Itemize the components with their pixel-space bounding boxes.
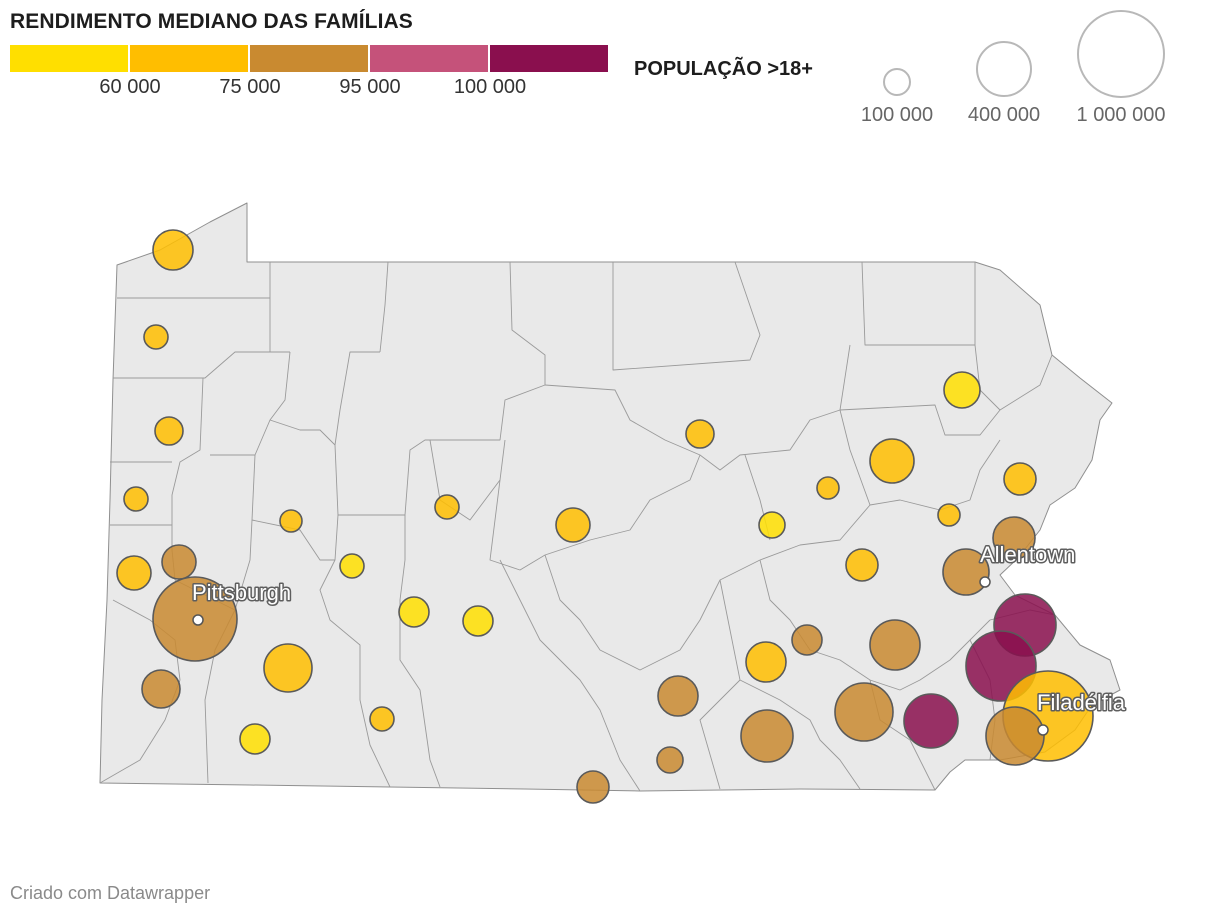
county-bubble xyxy=(116,555,152,591)
county-border xyxy=(110,351,841,581)
county-bubble xyxy=(339,553,365,579)
city-marker xyxy=(1037,724,1049,736)
color-bin-3 xyxy=(250,45,370,72)
county-bubble xyxy=(845,548,879,582)
county-bubble xyxy=(656,746,684,774)
county-bubble xyxy=(758,511,786,539)
city-label: Pittsburgh xyxy=(192,580,291,605)
county-bubble xyxy=(869,619,921,671)
state-outline xyxy=(99,202,1121,792)
size-legend-label: 100 000 xyxy=(860,104,934,126)
county-bubble xyxy=(834,682,894,742)
county-bubble xyxy=(937,503,961,527)
county-border xyxy=(113,261,1053,525)
county-bubble xyxy=(141,669,181,709)
county-bubble xyxy=(123,486,149,512)
color-legend-tick: 95 000 xyxy=(339,76,401,98)
county-border xyxy=(489,439,761,792)
county-bubble xyxy=(942,548,990,596)
city-marker xyxy=(192,614,204,626)
county-bubble xyxy=(152,229,194,271)
size-legend-circle-small xyxy=(883,68,911,96)
county-bubble xyxy=(745,641,787,683)
county-bubble xyxy=(816,476,840,500)
color-legend-bar xyxy=(10,45,608,72)
county-bubble xyxy=(462,605,494,637)
county-bubble xyxy=(903,693,959,749)
county-border xyxy=(699,579,1056,791)
county-bubble xyxy=(1003,462,1037,496)
county-bubble xyxy=(576,770,610,804)
county-bubble xyxy=(992,516,1036,560)
color-bin-2 xyxy=(130,45,250,72)
county-bubble xyxy=(434,494,460,520)
county-bubble xyxy=(279,509,303,533)
credit-text: Criado com Datawrapper xyxy=(10,883,211,903)
city-label: Allentown xyxy=(980,542,1075,567)
county-bubble xyxy=(791,624,823,656)
color-bin-1 xyxy=(10,45,130,72)
county-border xyxy=(744,409,1001,691)
color-legend-tick: 60 000 xyxy=(99,76,161,98)
color-bin-4 xyxy=(370,45,490,72)
size-legend-title: POPULAÇÃO >18+ xyxy=(634,58,813,80)
size-legend-label: 1 000 000 xyxy=(1076,104,1166,126)
color-legend-tick: 75 000 xyxy=(219,76,281,98)
county-bubble xyxy=(161,544,197,580)
county-bubble xyxy=(263,643,313,693)
county-bubble xyxy=(143,324,169,350)
color-legend-tick: 100 000 xyxy=(453,76,527,98)
color-legend-title: RENDIMENTO MEDIANO DAS FAMÍLIAS xyxy=(10,10,413,33)
county-bubble xyxy=(869,438,915,484)
size-legend-label: 400 000 xyxy=(967,104,1041,126)
city-marker xyxy=(979,576,991,588)
county-bubble xyxy=(369,706,395,732)
county-bubble xyxy=(943,371,981,409)
county-bubble xyxy=(657,675,699,717)
size-legend-circle-medium xyxy=(976,41,1032,97)
city-label: Filadélfia xyxy=(1037,690,1126,715)
county-bubble xyxy=(154,416,184,446)
county-bubble xyxy=(685,419,715,449)
size-legend-circle-large xyxy=(1077,10,1165,98)
color-bin-5 xyxy=(490,45,608,72)
county-bubble xyxy=(555,507,591,543)
county-bubble xyxy=(985,706,1045,766)
county-bubble xyxy=(398,596,430,628)
county-bubble xyxy=(740,709,794,763)
county-bubble xyxy=(239,723,271,755)
